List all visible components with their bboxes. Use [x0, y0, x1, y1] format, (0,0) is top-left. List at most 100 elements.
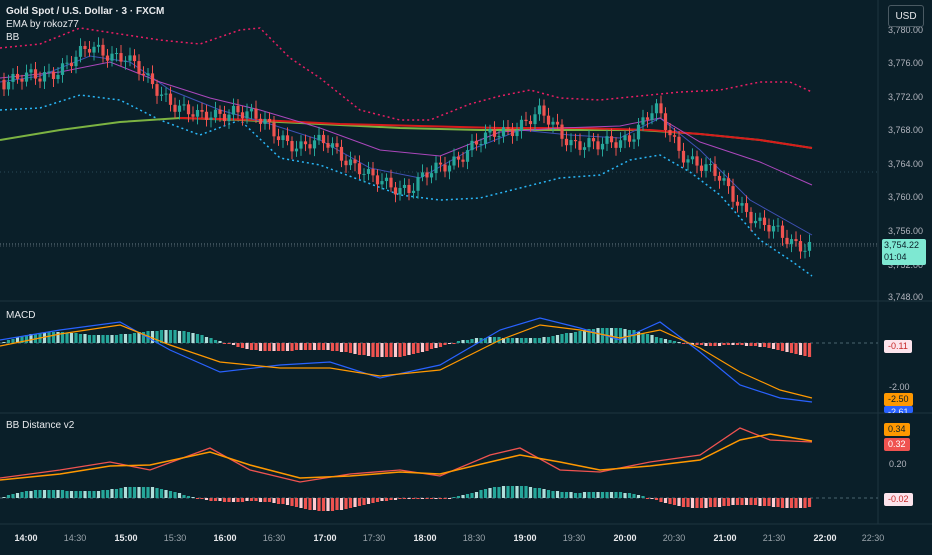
macd-histogram-bar [65, 333, 69, 343]
bbd-histogram-bar [618, 492, 623, 498]
candle-body [38, 78, 42, 82]
bbd-histogram-bar [420, 498, 425, 499]
macd-histogram-bar [438, 343, 443, 347]
candle-body [312, 140, 317, 149]
candle-body [681, 150, 686, 163]
bbd-histogram-bar [47, 490, 51, 498]
bbd-histogram-bar [339, 498, 344, 510]
bbd-histogram-bar [569, 492, 573, 498]
bbd-histogram-bar [276, 498, 281, 504]
time-axis-label: 20:00 [613, 533, 636, 543]
bbd-histogram-bar [510, 486, 515, 498]
currency-button[interactable]: USD [888, 5, 924, 27]
ema-legend[interactable]: EMA by rokoz77 [6, 19, 79, 30]
bbd-histogram-bar [236, 498, 240, 502]
bbd-histogram-bar [398, 498, 402, 499]
macd-histogram-bar [164, 330, 168, 343]
bbd-histogram-bar [29, 491, 33, 498]
macd-histogram-bar [659, 338, 663, 343]
macd-histogram-bar [47, 332, 51, 343]
macd-title[interactable]: MACD [6, 310, 36, 321]
macd-histogram-bar [510, 338, 515, 343]
candle-body [353, 159, 357, 164]
macd-histogram-bar [204, 337, 209, 343]
macd-histogram-bar [632, 330, 636, 343]
bbd-histogram-bar [623, 493, 627, 498]
candle-body [654, 103, 659, 114]
macd-histogram-bar [51, 332, 56, 343]
bbd-histogram-bar [11, 494, 15, 498]
bb-distance-title[interactable]: BB Distance v2 [6, 420, 75, 431]
time-axis-label: 17:00 [313, 533, 336, 543]
bbd-histogram-bar [542, 489, 546, 498]
bbd-histogram-bar [753, 498, 758, 505]
bbd-histogram-bar [704, 498, 708, 508]
macd-histogram-bar [434, 343, 438, 348]
candle-body [555, 121, 560, 125]
bbd-histogram-bar [470, 493, 474, 498]
candle-body [272, 122, 276, 137]
macd-histogram-bar [393, 343, 398, 357]
bbd-histogram-bar [699, 498, 704, 508]
bbd-histogram-bar [461, 495, 465, 498]
candle-body [497, 136, 501, 138]
bbd-histogram-bar [249, 498, 254, 501]
bbd-histogram-bar [299, 498, 303, 508]
bbd-histogram-bar [434, 498, 438, 499]
macd-histogram-bar [650, 335, 654, 343]
bbd-histogram-bar [380, 498, 384, 501]
bbd-histogram-bar [650, 498, 654, 499]
macd-histogram-bar [452, 343, 456, 344]
bbd-histogram-bar [456, 496, 461, 498]
macd-histogram-bar [564, 333, 569, 343]
macd-histogram-bar [222, 343, 227, 344]
bbd-histogram-bar [78, 491, 83, 498]
bbd-histogram-bar [713, 498, 717, 507]
candle-body [569, 140, 573, 146]
macd-histogram-bar [366, 343, 371, 356]
macd-histogram-bar [69, 333, 74, 343]
macd-histogram-bar [339, 343, 344, 352]
candle-body [443, 164, 447, 172]
candle-body [155, 84, 159, 96]
candle-body [780, 225, 785, 238]
macd-histogram-bar [456, 341, 461, 343]
bbd-histogram-bar [159, 489, 164, 498]
candle-body [339, 146, 344, 161]
candle-body [695, 156, 699, 166]
candlesticks[interactable] [2, 37, 812, 259]
macd-histogram-bar [402, 343, 407, 356]
candle-body [713, 164, 717, 176]
bbd-orange-line [0, 433, 813, 481]
macd-histogram-bar [236, 343, 240, 347]
candle-body [119, 53, 123, 62]
macd-histogram-bar [672, 341, 677, 343]
candle-body [371, 169, 375, 176]
macd-histogram-bar [573, 332, 578, 343]
candle-body [335, 143, 339, 147]
macd-histogram-bar [326, 343, 330, 350]
candle-body [465, 150, 470, 162]
bar-countdown: 01:04 [884, 252, 907, 262]
bbd-histogram-bar [290, 498, 294, 506]
symbol-title[interactable]: Gold Spot / U.S. Dollar · 3 · FXCM [6, 6, 165, 17]
macd-histogram-bar [420, 343, 425, 352]
bb-legend[interactable]: BB [6, 32, 20, 43]
candle-body [254, 108, 258, 119]
candle-body [551, 121, 555, 125]
bbd-histogram-bar [344, 498, 348, 509]
time-axis[interactable]: 14:00 14:30 15:00 15:30 16:00 16:30 17:00 17:30… [14, 533, 884, 543]
macd-histogram-bar [704, 343, 708, 346]
macd-histogram-bar [749, 343, 753, 346]
candle-body [96, 44, 101, 47]
candle-body [407, 184, 411, 193]
bbd-histogram-bar [690, 498, 695, 508]
candle-body [506, 127, 510, 129]
bbd-histogram-bar [150, 487, 155, 498]
price-axis[interactable]: 3,780.00 3,776.00 3,772.00 3,768.00 3,76… [888, 25, 923, 302]
bbd-histogram-bar [15, 493, 20, 498]
candle-body [11, 73, 15, 82]
bbd-histogram-bar [807, 498, 812, 507]
